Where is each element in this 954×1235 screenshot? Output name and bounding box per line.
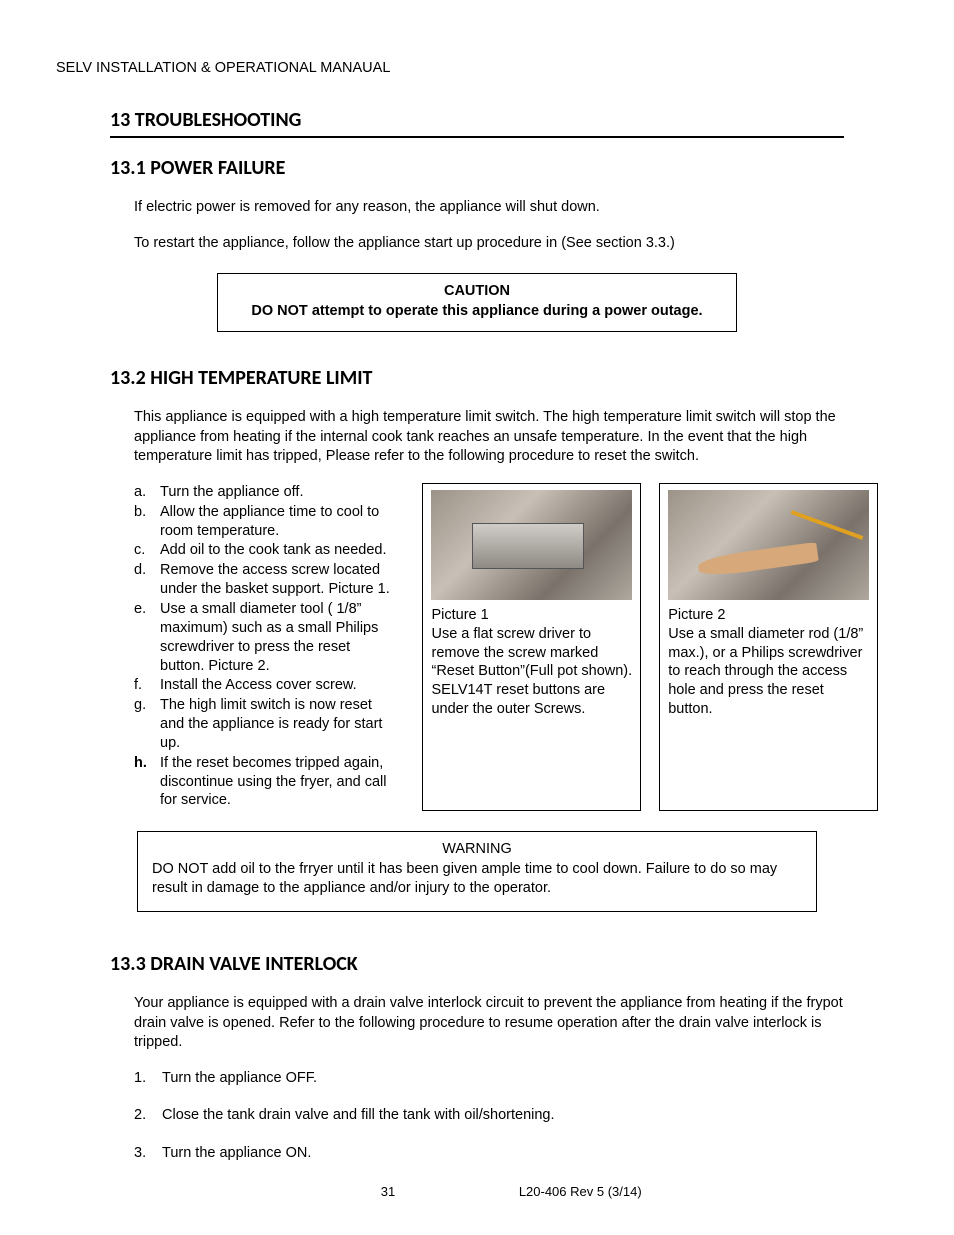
doc-revision: L20-406 Rev 5 (3/14) — [399, 1184, 699, 1199]
reset-step: b.Allow the appliance time to cool to ro… — [134, 503, 404, 541]
step-text: Allow the appliance time to cool to room… — [160, 503, 404, 541]
step-text: Turn the appliance OFF. — [162, 1069, 317, 1089]
reset-step: a.Turn the appliance off. — [134, 483, 404, 502]
step-letter: a. — [134, 483, 160, 502]
reset-step: h.If the reset becomes tripped again, di… — [134, 754, 404, 811]
section-13-3-title: 13.3 DRAIN VALVE INTERLOCK — [110, 952, 844, 976]
step-letter: f. — [134, 676, 160, 695]
picture-2-box: Picture 2 Use a small diameter rod (1/8”… — [659, 483, 878, 811]
warning-body: DO NOT add oil to the frryer until it ha… — [152, 860, 802, 899]
picture-1-box: Picture 1 Use a flat screw driver to rem… — [422, 483, 641, 811]
caution-body: DO NOT attempt to operate this appliance… — [230, 302, 724, 322]
picture-1-caption: Use a flat screw driver to remove the sc… — [431, 625, 632, 719]
section-13-title: 13 TROUBLESHOOTING — [110, 108, 844, 138]
drain-step: 3.Turn the appliance ON. — [134, 1144, 868, 1164]
picture-2-caption: Use a small diameter rod (1/8” max.), or… — [668, 625, 869, 719]
step-text: Use a small diameter tool ( 1/8” maximum… — [160, 600, 404, 675]
step-letter: e. — [134, 600, 160, 675]
drain-step: 2.Close the tank drain valve and fill th… — [134, 1106, 868, 1126]
document-header: SELV INSTALLATION & OPERATIONAL MANAUAL — [56, 60, 898, 76]
step-number: 1. — [134, 1069, 162, 1089]
step-text: Turn the appliance ON. — [162, 1144, 311, 1164]
picture-1-image — [431, 490, 632, 600]
step-text: Close the tank drain valve and fill the … — [162, 1106, 555, 1126]
reset-step: g.The high limit switch is now reset and… — [134, 696, 404, 753]
reset-step: c.Add oil to the cook tank as needed. — [134, 541, 404, 560]
reset-steps-list: a.Turn the appliance off.b.Allow the app… — [134, 483, 404, 811]
section-13-1-title: 13.1 POWER FAILURE — [110, 156, 844, 180]
step-letter: d. — [134, 561, 160, 599]
step-number: 3. — [134, 1144, 162, 1164]
reset-step: e. Use a small diameter tool ( 1/8” maxi… — [134, 600, 404, 675]
step-text: Install the Access cover screw. — [160, 676, 404, 695]
warning-box: WARNING DO NOT add oil to the frryer unt… — [137, 831, 817, 912]
step-letter: b. — [134, 503, 160, 541]
step-number: 2. — [134, 1106, 162, 1126]
power-failure-p1: If electric power is removed for any rea… — [134, 198, 868, 218]
picture-2-label: Picture 2 — [668, 606, 869, 625]
step-letter: c. — [134, 541, 160, 560]
picture-2-image — [668, 490, 869, 600]
warning-title: WARNING — [152, 840, 802, 860]
drain-interlock-intro: Your appliance is equipped with a drain … — [134, 994, 868, 1053]
reset-step: d.Remove the access screw located under … — [134, 561, 404, 599]
drain-step: 1.Turn the appliance OFF. — [134, 1069, 868, 1089]
power-failure-p2: To restart the appliance, follow the app… — [134, 234, 868, 254]
caution-box: CAUTION DO NOT attempt to operate this a… — [217, 273, 737, 332]
high-temp-columns: a.Turn the appliance off.b.Allow the app… — [134, 483, 878, 811]
step-text: Add oil to the cook tank as needed. — [160, 541, 404, 560]
step-text: Remove the access screw located under th… — [160, 561, 404, 599]
high-temp-intro: This appliance is equipped with a high t… — [134, 408, 868, 467]
page-number: 31 — [255, 1184, 395, 1199]
step-text: If the reset becomes tripped again, disc… — [160, 754, 404, 811]
drain-interlock-steps: 1.Turn the appliance OFF.2.Close the tan… — [134, 1069, 868, 1164]
picture-1-label: Picture 1 — [431, 606, 632, 625]
step-letter: g. — [134, 696, 160, 753]
reset-step: f.Install the Access cover screw. — [134, 676, 404, 695]
caution-title: CAUTION — [230, 282, 724, 302]
page-footer: 31 L20-406 Rev 5 (3/14) — [0, 1184, 954, 1199]
section-13-2-title: 13.2 HIGH TEMPERATURE LIMIT — [110, 366, 844, 390]
step-text: Turn the appliance off. — [160, 483, 404, 502]
step-letter: h. — [134, 754, 160, 811]
step-text: The high limit switch is now reset and t… — [160, 696, 404, 753]
